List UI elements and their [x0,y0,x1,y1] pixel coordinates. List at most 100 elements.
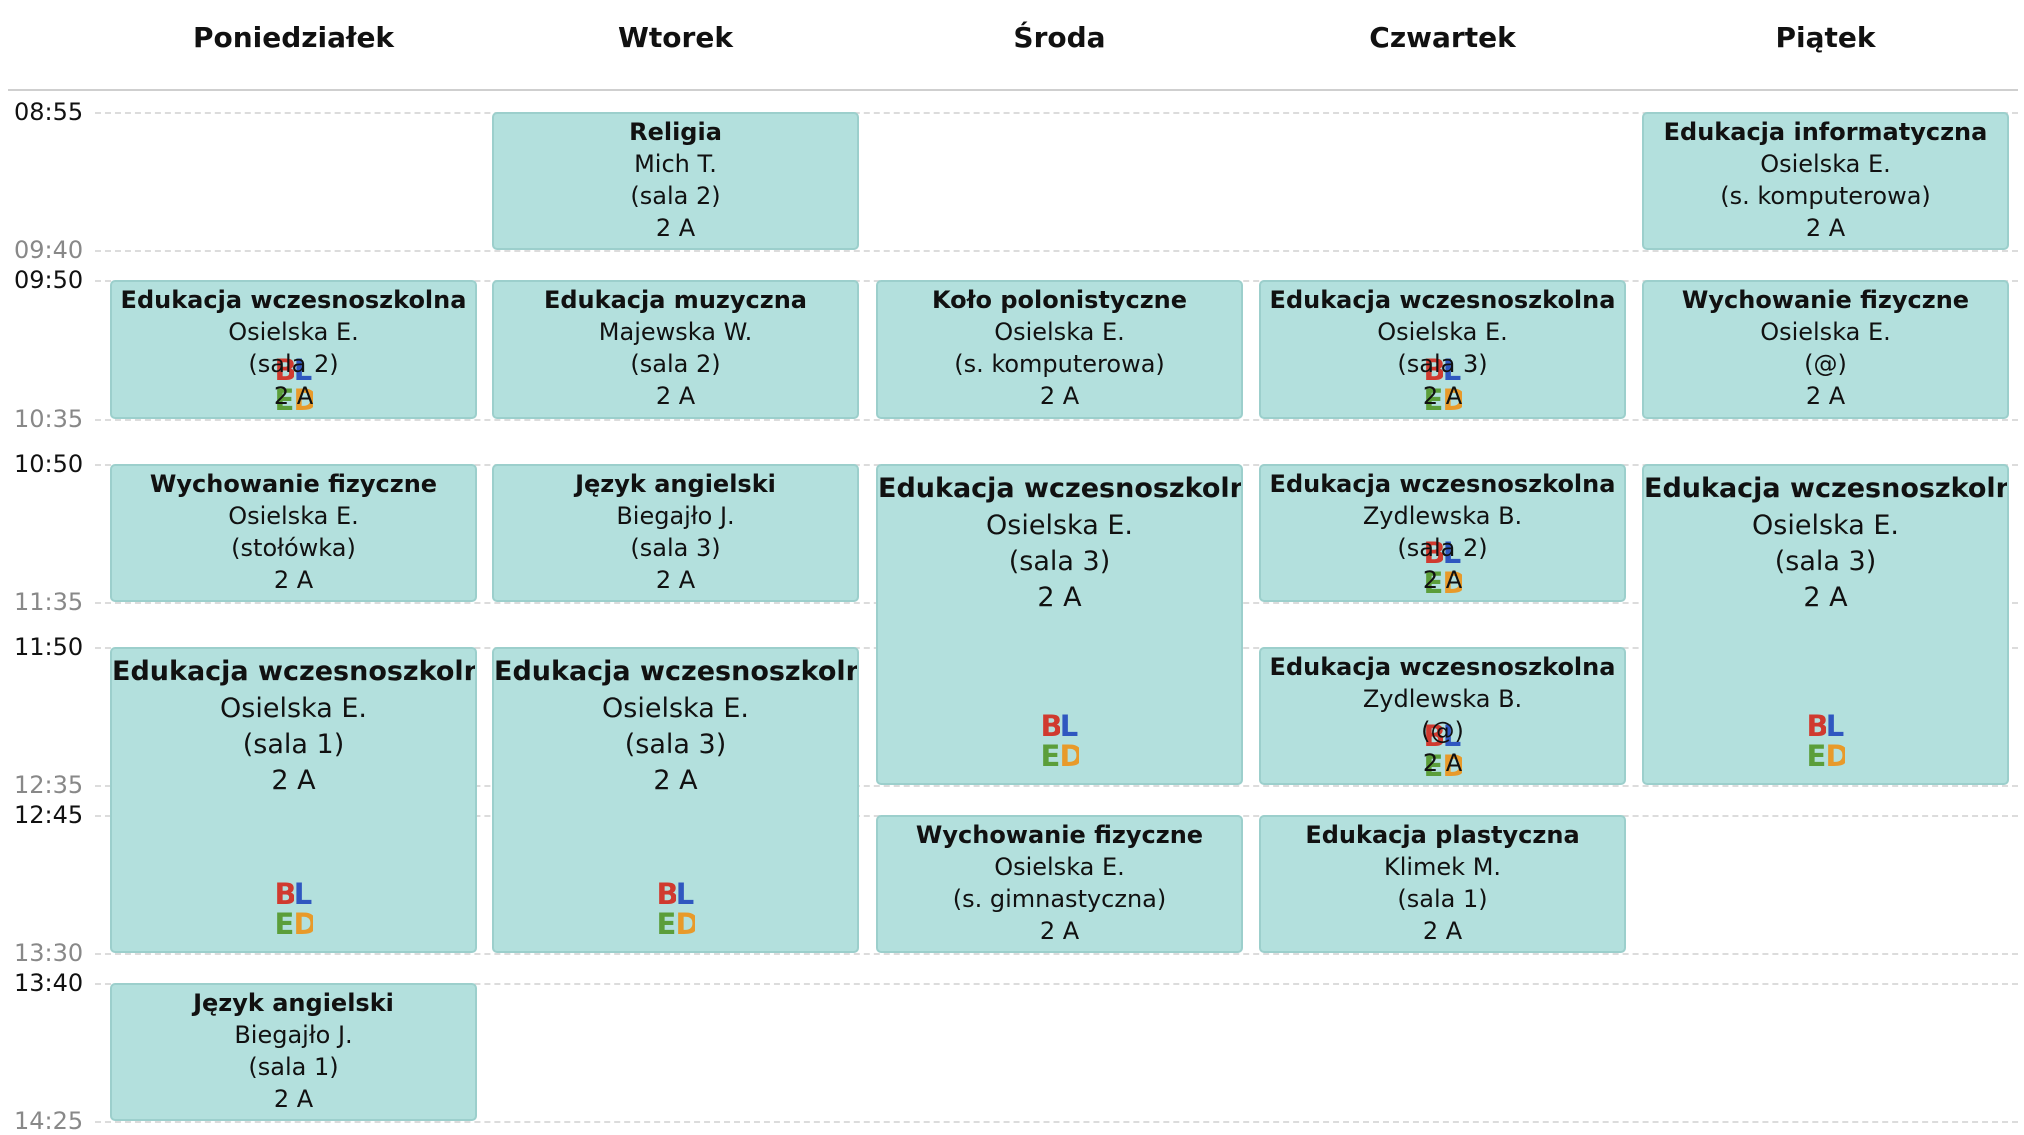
lesson-class: 2 A [1805,214,1846,242]
lesson-card[interactable]: Edukacja wczesnoszkolna Osielska E. (sala … [1642,464,2009,785]
logo-letter: B [1424,355,1443,385]
lesson-card[interactable]: Edukacja wczesnoszkolna Osielska E. (sala … [110,280,477,419]
lesson-class: 2 A [1422,566,1463,594]
lesson-class: 2 A [273,566,314,594]
logo-letter: L [1059,711,1079,741]
logo-letter: L [675,879,695,909]
lesson-subject: Edukacja wczesnoszkolna [494,656,859,687]
time-gridline [95,419,2018,421]
lesson-subject: Język angielski [193,989,394,1017]
lesson-card[interactable]: Edukacja wczesnoszkolna Osielska E. (sala … [492,647,859,953]
lesson-room: (sala 2) [1397,534,1488,562]
logo-letter: E [1423,385,1443,415]
bled-logo-icon: BLED [1041,711,1079,771]
day-header-thursday: Czwartek [1369,21,1516,54]
lesson-room: (sala 1) [1397,885,1488,913]
lesson-card[interactable]: Edukacja wczesnoszkolna Zydlewska B. (sala… [1259,464,1626,602]
lesson-teacher: Klimek M. [1383,853,1502,881]
lesson-subject: Edukacja wczesnoszkolna [1269,470,1616,498]
logo-row: ED [1424,568,1462,598]
lesson-class: 2 A [1805,382,1846,410]
logo-letter: L [1442,355,1462,385]
time-end-label: 09:40 [14,236,84,264]
lesson-card[interactable]: Wychowanie fizyczne Osielska E. (stołówka)… [110,464,477,602]
logo-letter: B [1807,711,1826,741]
time-start-label: 11:50 [14,633,84,661]
logo-letter: E [1423,568,1443,598]
lesson-card[interactable]: Edukacja wczesnoszkolna Zydlewska B. (@) 2 … [1259,647,1626,785]
logo-letter: E [274,909,294,939]
lesson-teacher: Osielska E. [1752,510,1899,541]
lesson-card[interactable]: Język angielski Biegajło J. (sala 1) 2 A [110,983,477,1121]
lesson-subject: Edukacja wczesnoszkolna [1269,653,1616,681]
header-divider [8,89,2018,91]
lesson-card[interactable]: Religia Mich T. (sala 2) 2 A [492,112,859,250]
logo-letter: D [294,909,313,939]
lesson-teacher: Mich T. [634,150,717,178]
logo-row: ED [275,385,313,415]
lesson-subject: Edukacja wczesnoszkolna [1644,473,2009,504]
lesson-class: 2 A [1039,382,1080,410]
time-end-label: 13:30 [14,939,84,967]
lesson-teacher: Osielska E. [994,853,1125,881]
lesson-card[interactable]: Edukacja plastyczna Klimek M. (sala 1) 2 A [1259,815,1626,953]
lesson-class: 2 A [655,566,696,594]
logo-letter: L [293,879,313,909]
lesson-card[interactable]: Edukacja muzyczna Majewska W. (sala 2) 2 A [492,280,859,419]
lesson-teacher: Osielska E. [220,693,367,724]
lesson-teacher: Osielska E. [1760,318,1891,346]
time-gridline [95,983,2018,985]
logo-letter: E [1423,751,1443,781]
lesson-class: 2 A [1422,917,1463,945]
time-end-label: 11:35 [14,588,84,616]
logo-letter: B [657,879,676,909]
time-start-label: 09:50 [14,266,84,294]
lesson-card[interactable]: Wychowanie fizyczne Osielska E. (@) 2 A [1642,280,2009,419]
logo-row: ED [1424,385,1462,415]
logo-letter: L [1442,721,1462,751]
bled-logo-icon: BLED [1424,355,1462,415]
time-gridline [95,953,2018,955]
lesson-card[interactable]: Edukacja informatyczna Osielska E. (s. kom… [1642,112,2009,250]
logo-row: ED [1041,741,1079,771]
logo-row: ED [657,909,695,939]
logo-letter: D [676,909,695,939]
time-gridline [95,1121,2018,1123]
time-start-label: 10:50 [14,450,84,478]
lesson-subject: Koło polonistyczne [931,286,1188,314]
logo-letter: B [1424,721,1443,751]
logo-letter: E [656,909,676,939]
lesson-room: (s. komputerowa) [954,350,1165,378]
lesson-class: 2 A [1039,917,1080,945]
lesson-room: (stołówka) [231,534,356,562]
lesson-class: 2 A [271,765,316,796]
logo-letter: B [275,879,294,909]
lesson-card[interactable]: Edukacja wczesnoszkolna Osielska E. (sala … [876,464,1243,785]
logo-letter: D [1060,741,1079,771]
lesson-room: (sala 3) [1008,546,1111,577]
logo-row: ED [275,909,313,939]
lesson-teacher: Osielska E. [986,510,1133,541]
lesson-subject: Edukacja informatyczna [1663,118,1988,146]
lesson-teacher: Biegajło J. [616,502,735,530]
lesson-subject: Edukacja wczesnoszkolna [1269,286,1616,314]
lesson-card[interactable]: Wychowanie fizyczne Osielska E. (s. gimnas… [876,815,1243,953]
logo-row: BL [275,879,313,909]
lesson-class: 2 A [273,382,314,410]
lesson-class: 2 A [653,765,698,796]
logo-letter: L [1442,538,1462,568]
time-start-label: 12:45 [14,801,84,829]
lesson-card[interactable]: Edukacja wczesnoszkolna Osielska E. (sala … [110,647,477,953]
logo-letter: L [293,355,313,385]
time-gridline [95,112,2018,114]
lesson-class: 2 A [273,1085,314,1113]
bled-logo-icon: BLED [275,879,313,939]
logo-row: BL [1424,538,1462,568]
lesson-class: 2 A [1422,382,1463,410]
lesson-card[interactable]: Język angielski Biegajło J. (sala 3) 2 A [492,464,859,602]
lesson-card[interactable]: Edukacja wczesnoszkolna Osielska E. (sala … [1259,280,1626,419]
lesson-card[interactable]: Koło polonistyczne Osielska E. (s. kompute… [876,280,1243,419]
logo-row: ED [1424,751,1462,781]
lesson-subject: Edukacja wczesnoszkolna [120,286,467,314]
